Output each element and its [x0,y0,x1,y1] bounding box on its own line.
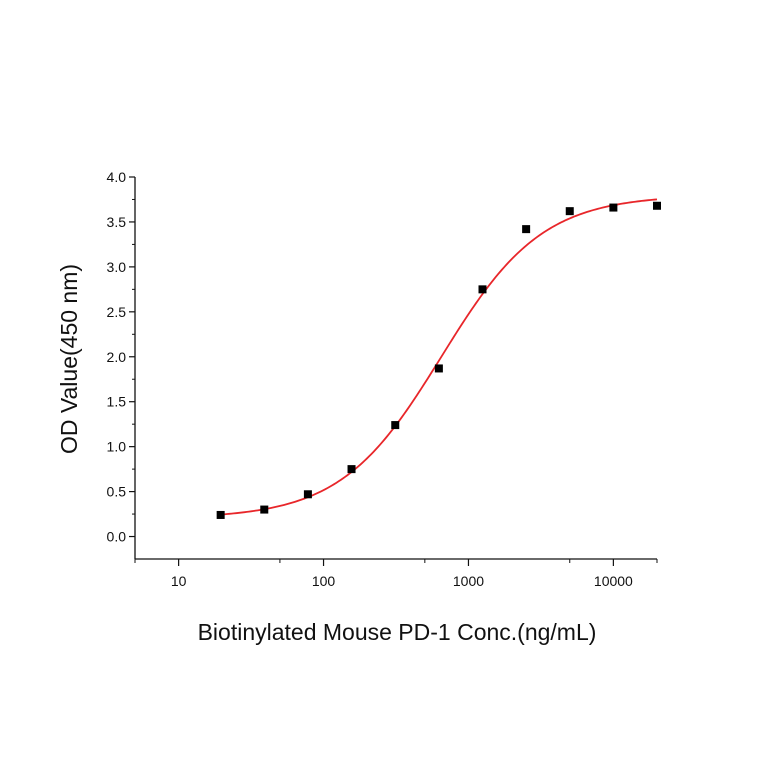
data-point [303,490,312,499]
y-tick-label: 3.5 [107,214,127,230]
x-tick-label: 10 [171,573,187,589]
y-tick-label: 2.0 [107,349,127,365]
x-tick-label: 100 [312,573,336,589]
y-tick-label: 4.0 [107,169,127,185]
x-axis-title: Biotinylated Mouse PD-1 Conc.(ng/mL) [198,619,597,645]
y-tick-label: 1.5 [107,394,127,410]
data-point [565,207,574,216]
y-tick-label: 2.5 [107,304,127,320]
data-point [347,465,356,474]
x-ticks: 10 100 1000 10000 [134,559,658,589]
data-point [522,225,531,234]
y-axis-title: OD Value(450 nm) [56,264,82,454]
x-tick-label: 10000 [594,573,633,589]
fit-curve-layer [220,198,658,516]
y-tick-label: 0.5 [107,484,127,500]
data-points [216,201,661,519]
y-tick-label: 0.0 [107,529,127,545]
fit-curve [220,198,658,516]
data-point [216,510,225,519]
data-point [653,201,661,210]
y-ticks: 0.0 0.5 1.0 1.5 2.0 2.5 3.0 3.5 4.0 [107,169,135,545]
data-point [478,285,487,294]
axes [134,177,657,560]
data-point [434,364,443,373]
y-tick-label: 1.0 [107,439,127,455]
y-tick-label: 3.0 [107,259,127,275]
data-point [391,421,400,430]
x-tick-label: 1000 [453,573,484,589]
data-point [260,505,269,514]
data-point [609,203,618,212]
